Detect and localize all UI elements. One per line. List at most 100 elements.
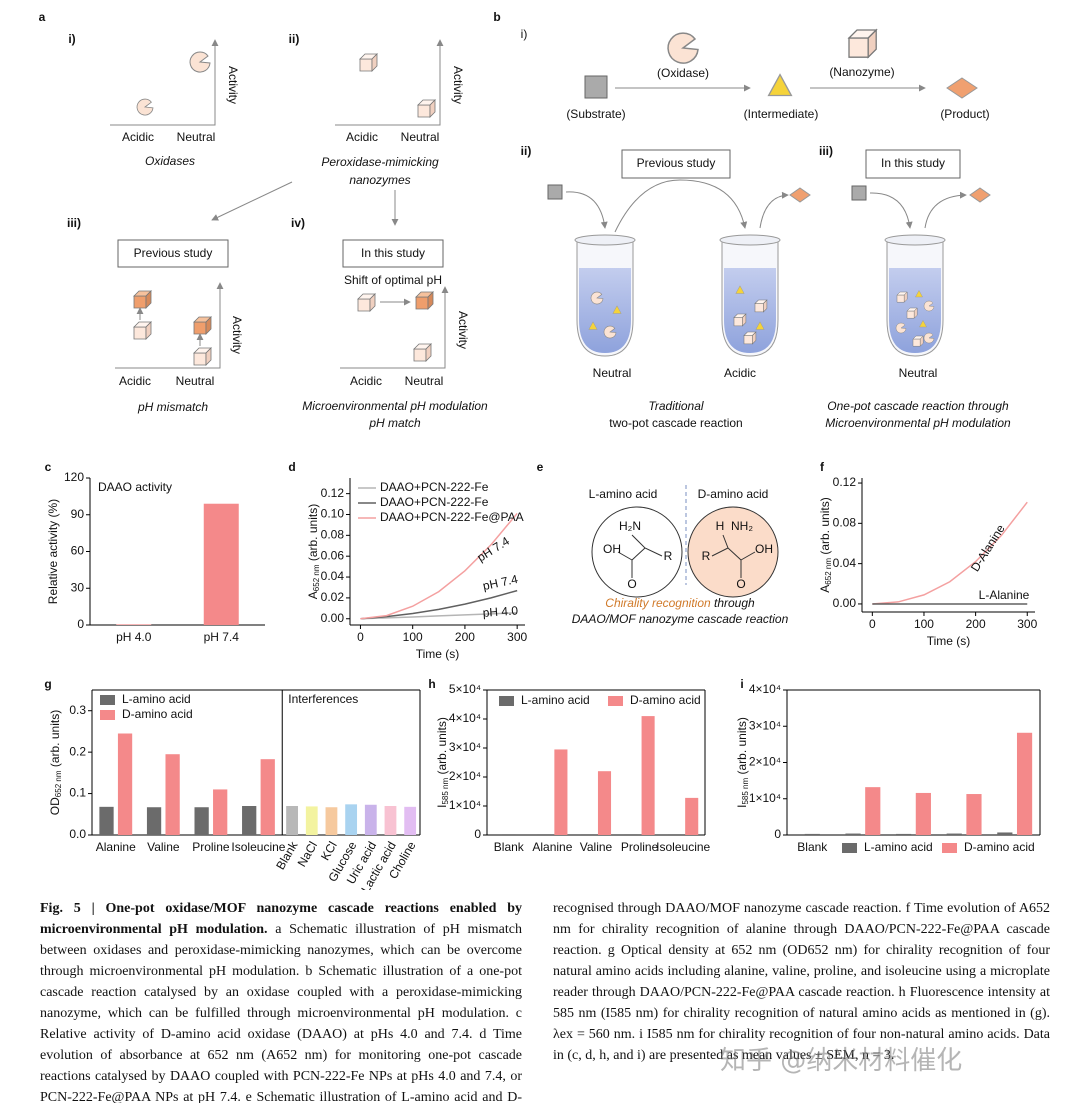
x-tick-label: pH 7.4	[204, 630, 240, 644]
series-label: L-Alanine	[979, 588, 1030, 602]
x-tick-label: 0	[357, 630, 364, 644]
y-tick-label: 0.08	[833, 516, 857, 530]
x-tick-label: 300	[1017, 617, 1037, 631]
label: Neutral	[176, 374, 215, 388]
label: Shift of optimal pH	[344, 273, 442, 287]
y-axis-label: A652 nm (arb. units)	[818, 497, 833, 592]
bar	[668, 834, 682, 835]
label: (Nanozyme)	[829, 65, 894, 79]
bar	[966, 794, 982, 835]
oxidase-icon	[667, 32, 699, 64]
y-tick-label: 0.3	[69, 703, 86, 717]
bar	[845, 833, 861, 835]
nanozyme-icon	[193, 347, 212, 366]
bar	[384, 806, 397, 835]
legend-label: L-amino acid	[521, 693, 590, 707]
label: (Oxidase)	[657, 66, 709, 80]
label-rest: (arb. units)	[48, 710, 62, 771]
label: i)	[521, 27, 528, 41]
label: ii)	[521, 144, 532, 158]
y-tick-label: 3×10⁴	[449, 740, 481, 754]
bar	[580, 834, 595, 835]
label: Acidic	[346, 130, 378, 144]
y-axis-label: Relative activity (%)	[46, 499, 60, 604]
label: OH	[755, 542, 773, 556]
label: In this study	[881, 156, 945, 170]
label: Previous study	[637, 156, 716, 170]
product-icon	[946, 77, 978, 99]
label: Neutral	[899, 366, 938, 380]
caption-left: Fig. 5 | One-pot oxidase/MOF nanozyme ca…	[40, 898, 522, 1103]
y-tick-label: 0.00	[321, 611, 345, 625]
label-main: A	[306, 591, 320, 599]
nanozyme-icon	[357, 293, 376, 312]
label: Acidic	[350, 374, 382, 388]
legend-label: D-amino acid	[964, 840, 1035, 854]
x-tick-label: Valine	[580, 840, 613, 854]
label-main: I	[735, 805, 749, 808]
nanozyme-icon	[193, 316, 212, 335]
substrate-icon	[584, 75, 608, 99]
label-main: OD	[48, 797, 62, 815]
nanozyme-icon	[417, 99, 436, 118]
legend-swatch	[608, 696, 623, 706]
annotation: DAAO activity	[98, 480, 172, 494]
bar	[865, 787, 881, 835]
label: DAAO/MOF nanozyme cascade reaction	[572, 612, 789, 626]
y-tick-label: 2×10⁴	[749, 755, 781, 769]
y-tick-label: 0.10	[321, 507, 345, 521]
label: Activity	[456, 311, 470, 349]
label: Acidic	[119, 374, 151, 388]
y-tick-label: 0.04	[321, 569, 345, 583]
label-rest: (arb. units)	[435, 717, 449, 778]
panel-letter: f	[820, 460, 825, 474]
panel-e-shapes	[591, 485, 779, 598]
y-tick-label: 30	[71, 580, 85, 594]
substrate-icon	[547, 184, 563, 200]
x-tick-label: Blank	[494, 840, 525, 854]
y-tick-label: 0.02	[321, 590, 345, 604]
product-icon	[969, 187, 991, 203]
y-tick-label: 0	[774, 827, 781, 841]
legend-label: D-amino acid	[122, 707, 193, 721]
y-tick-label: 0.0	[69, 827, 86, 841]
label: Neutral	[593, 366, 632, 380]
bar	[213, 789, 228, 835]
data-line	[360, 512, 518, 620]
y-tick-label: 5×10⁴	[449, 682, 481, 696]
y-tick-label: 0	[474, 827, 481, 841]
bar	[896, 833, 912, 835]
bar	[242, 806, 257, 835]
nanozyme-icon	[413, 343, 432, 362]
label-main: I	[435, 805, 449, 808]
x-tick-label: 200	[455, 630, 475, 644]
caption-right: recognised through DAAO/MOF nanozyme cas…	[553, 898, 1050, 1066]
bar	[804, 833, 820, 835]
bar	[641, 716, 655, 835]
y-tick-label: 0.12	[321, 486, 345, 500]
bar	[345, 804, 358, 835]
label: One-pot cascade reaction through	[827, 399, 1009, 413]
label: Activity	[226, 66, 240, 104]
y-tick-label: 0.00	[833, 596, 857, 610]
y-tick-label: 0.1	[69, 786, 86, 800]
panel-e-caption: Chirality recognition through	[605, 596, 755, 610]
label-sub: 585 nm	[441, 777, 450, 804]
y-tick-label: 0.12	[833, 475, 857, 489]
bar	[117, 733, 133, 835]
x-tick-label: 100	[914, 617, 934, 631]
label: L-amino acid	[589, 487, 658, 501]
label: (Product)	[940, 107, 989, 121]
bar	[946, 833, 962, 835]
bar	[554, 749, 568, 835]
label: Activity	[451, 66, 465, 104]
label: pH mismatch	[137, 400, 208, 414]
label: Acidic	[724, 366, 756, 380]
label: iii)	[67, 216, 81, 230]
test-tube	[719, 234, 781, 357]
label: iii)	[819, 144, 833, 158]
annotation: pH 7.4	[482, 572, 520, 593]
bar	[286, 806, 298, 835]
panel-letter: c	[45, 460, 52, 474]
y-axis-label: I585 nm (arb. units)	[735, 717, 750, 808]
